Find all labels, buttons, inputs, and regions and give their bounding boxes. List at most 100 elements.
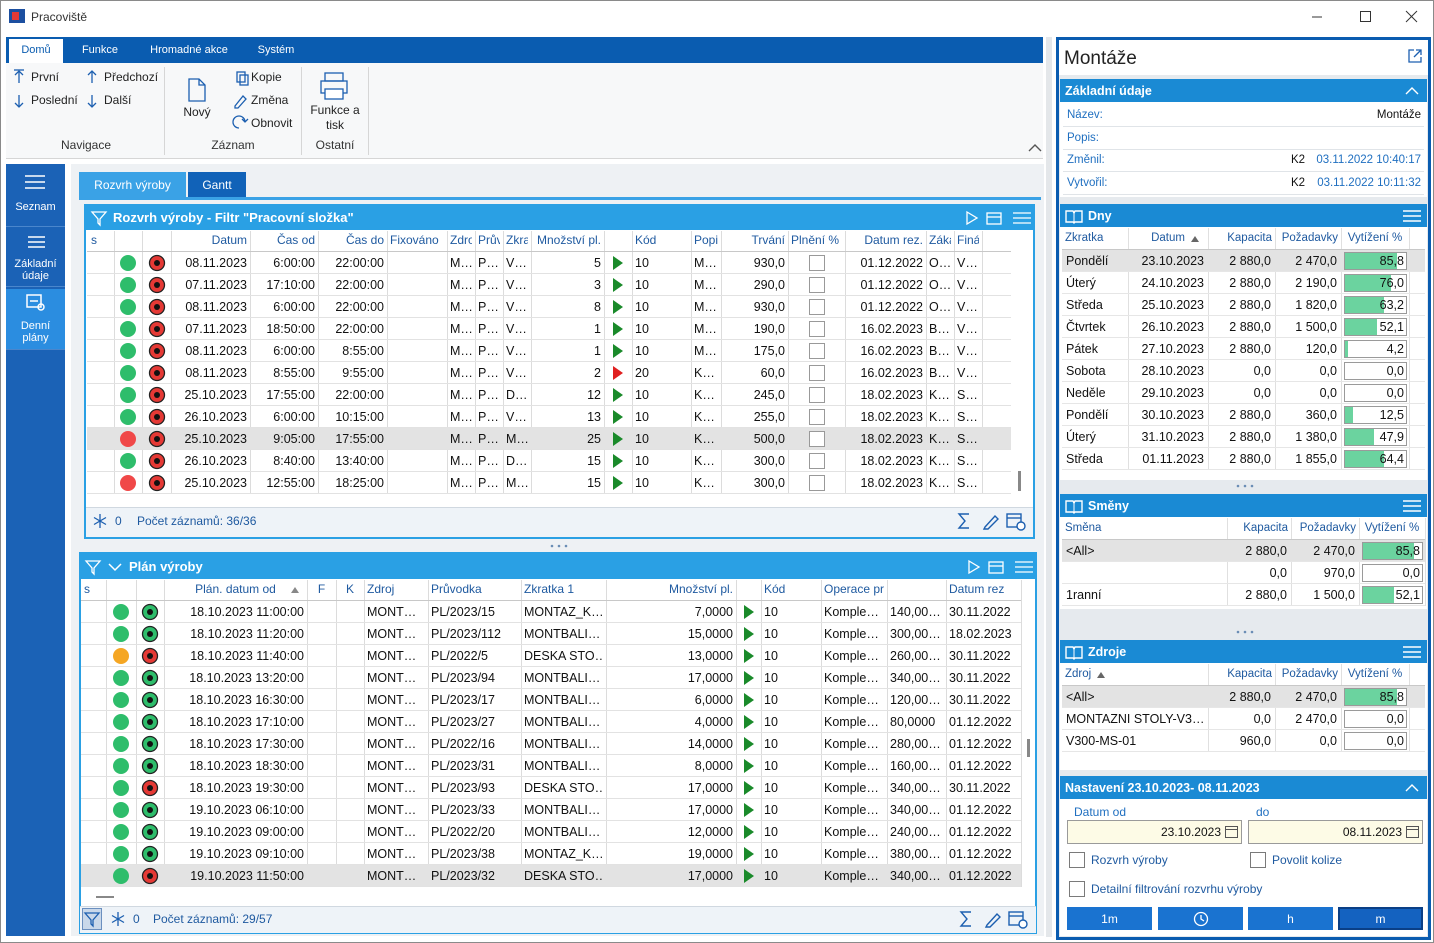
checkbox[interactable] bbox=[1069, 852, 1085, 868]
util-label: 12,5 bbox=[1379, 408, 1404, 422]
view-tab-label[interactable]: Gantt bbox=[202, 178, 232, 192]
checkbox bbox=[808, 321, 825, 337]
column-divider bbox=[1208, 228, 1209, 470]
cell: MONT… bbox=[367, 847, 417, 861]
cell: 6,0000 bbox=[694, 693, 733, 707]
view-tab-label[interactable]: Rozvrh výroby bbox=[94, 178, 171, 192]
view-tab[interactable] bbox=[79, 172, 186, 198]
checkbox-label[interactable]: Povolit kolize bbox=[1272, 853, 1343, 867]
range-button-label[interactable]: h bbox=[1287, 912, 1294, 926]
state-indicator bbox=[141, 801, 159, 819]
cell: DESKA STO… bbox=[524, 869, 603, 883]
checkbox[interactable] bbox=[1250, 852, 1266, 868]
cell: 340,00… bbox=[890, 671, 941, 685]
field-label: Název: bbox=[1067, 109, 1103, 121]
range-button[interactable] bbox=[1248, 907, 1333, 930]
column-divider bbox=[1208, 664, 1209, 752]
clock-icon bbox=[1193, 911, 1209, 927]
date-value[interactable]: 23.10.2023 bbox=[1160, 825, 1221, 839]
column-header: Množství pl. bbox=[536, 233, 601, 247]
cell: M… bbox=[694, 344, 717, 358]
column-header: Datum rez. bbox=[864, 233, 923, 247]
cell: 26.10.2023 bbox=[184, 454, 247, 468]
cell: M… bbox=[450, 322, 472, 336]
checkbox bbox=[808, 475, 825, 491]
cell: 17:10:00 bbox=[266, 278, 315, 292]
ribbon-tab[interactable]: Hromadné akce bbox=[150, 44, 228, 56]
status-indicator bbox=[120, 453, 136, 469]
cell: 10 bbox=[764, 781, 778, 795]
ribbon-button[interactable]: Změna bbox=[251, 93, 289, 107]
ribbon-button[interactable]: Funkce a tisk bbox=[310, 103, 360, 132]
column-header: Čas do bbox=[345, 233, 384, 247]
selected-row bbox=[81, 865, 1021, 887]
cell: DESKA STO… bbox=[524, 649, 603, 663]
cell: K… bbox=[929, 454, 950, 468]
range-button[interactable] bbox=[1338, 907, 1423, 930]
operation-arrow bbox=[613, 278, 623, 292]
row-line bbox=[1062, 751, 1425, 752]
ribbon-button[interactable]: Obnovit bbox=[251, 116, 293, 130]
cell: 26.10.2023 bbox=[184, 410, 247, 424]
column-divider bbox=[1359, 518, 1360, 606]
checkbox-label[interactable]: Detailní filtrování rozvrhu výroby bbox=[1091, 882, 1263, 896]
checkbox-label[interactable]: Rozvrh výroby bbox=[1091, 853, 1168, 867]
status-indicator bbox=[120, 299, 136, 315]
header-line bbox=[1062, 685, 1425, 686]
range-button-label[interactable]: 1m bbox=[1101, 912, 1118, 926]
column-divider bbox=[171, 231, 172, 494]
ribbon-tab[interactable]: Funkce bbox=[81, 44, 119, 56]
ribbon-button[interactable]: Poslední bbox=[31, 93, 78, 107]
cell: K… bbox=[929, 410, 950, 424]
ribbon-tab[interactable]: Domů bbox=[21, 44, 51, 56]
view-tab[interactable] bbox=[188, 172, 246, 198]
cell: 18.02.2023 bbox=[860, 388, 923, 402]
status-indicator bbox=[113, 824, 129, 840]
column-divider bbox=[250, 231, 251, 494]
ribbon-button[interactable]: Nový bbox=[183, 105, 211, 119]
ribbon-button[interactable]: Kopie bbox=[251, 70, 282, 84]
ribbon-tab[interactable]: Systém bbox=[257, 44, 295, 56]
row-line bbox=[87, 339, 1011, 340]
date-input[interactable] bbox=[1067, 820, 1242, 844]
cell: 4,0000 bbox=[694, 715, 733, 729]
cell: 01.11.2023 bbox=[1142, 452, 1204, 466]
cell: V… bbox=[957, 344, 978, 358]
cell: M… bbox=[506, 432, 528, 446]
checkbox bbox=[808, 453, 825, 469]
cell: 10 bbox=[764, 825, 778, 839]
status-indicator bbox=[113, 648, 129, 664]
cell: 10 bbox=[764, 627, 778, 641]
column-divider bbox=[821, 580, 822, 887]
sidebar-item[interactable] bbox=[6, 289, 65, 350]
checkbox bbox=[808, 387, 825, 403]
row-line bbox=[81, 732, 1021, 733]
column-header: Zkratka bbox=[1065, 232, 1104, 244]
cell: 6:00:00 bbox=[273, 256, 315, 270]
range-button-label[interactable]: m bbox=[1375, 912, 1386, 926]
column-divider bbox=[606, 580, 607, 887]
row-line bbox=[1062, 729, 1425, 730]
column-header: Zkra bbox=[506, 233, 528, 247]
cell: 18.10.2023 11:20:00 bbox=[190, 627, 304, 641]
cell: S… bbox=[957, 454, 978, 468]
checkbox[interactable] bbox=[1069, 881, 1085, 897]
cell: 340,00… bbox=[890, 803, 941, 817]
date-input[interactable] bbox=[1248, 820, 1423, 844]
cell: V… bbox=[957, 256, 978, 270]
date-value[interactable]: 08.11.2023 bbox=[1342, 825, 1402, 839]
cell: Komple… bbox=[824, 627, 879, 641]
record-count: 0 bbox=[115, 514, 122, 528]
cell: P… bbox=[478, 410, 499, 424]
cell: 2 880,0 bbox=[1229, 276, 1271, 290]
column-divider bbox=[318, 231, 319, 494]
row-line bbox=[87, 493, 1011, 494]
section-title: Dny bbox=[1088, 209, 1112, 223]
column-header: K bbox=[345, 582, 354, 596]
sidebar-item[interactable] bbox=[6, 229, 65, 287]
ribbon-button[interactable]: Další bbox=[104, 93, 132, 107]
range-button[interactable] bbox=[1067, 907, 1152, 930]
ribbon-button[interactable]: Předchozí bbox=[104, 70, 159, 84]
ribbon-button[interactable]: První bbox=[31, 70, 60, 84]
cell: 8:55:00 bbox=[273, 366, 315, 380]
